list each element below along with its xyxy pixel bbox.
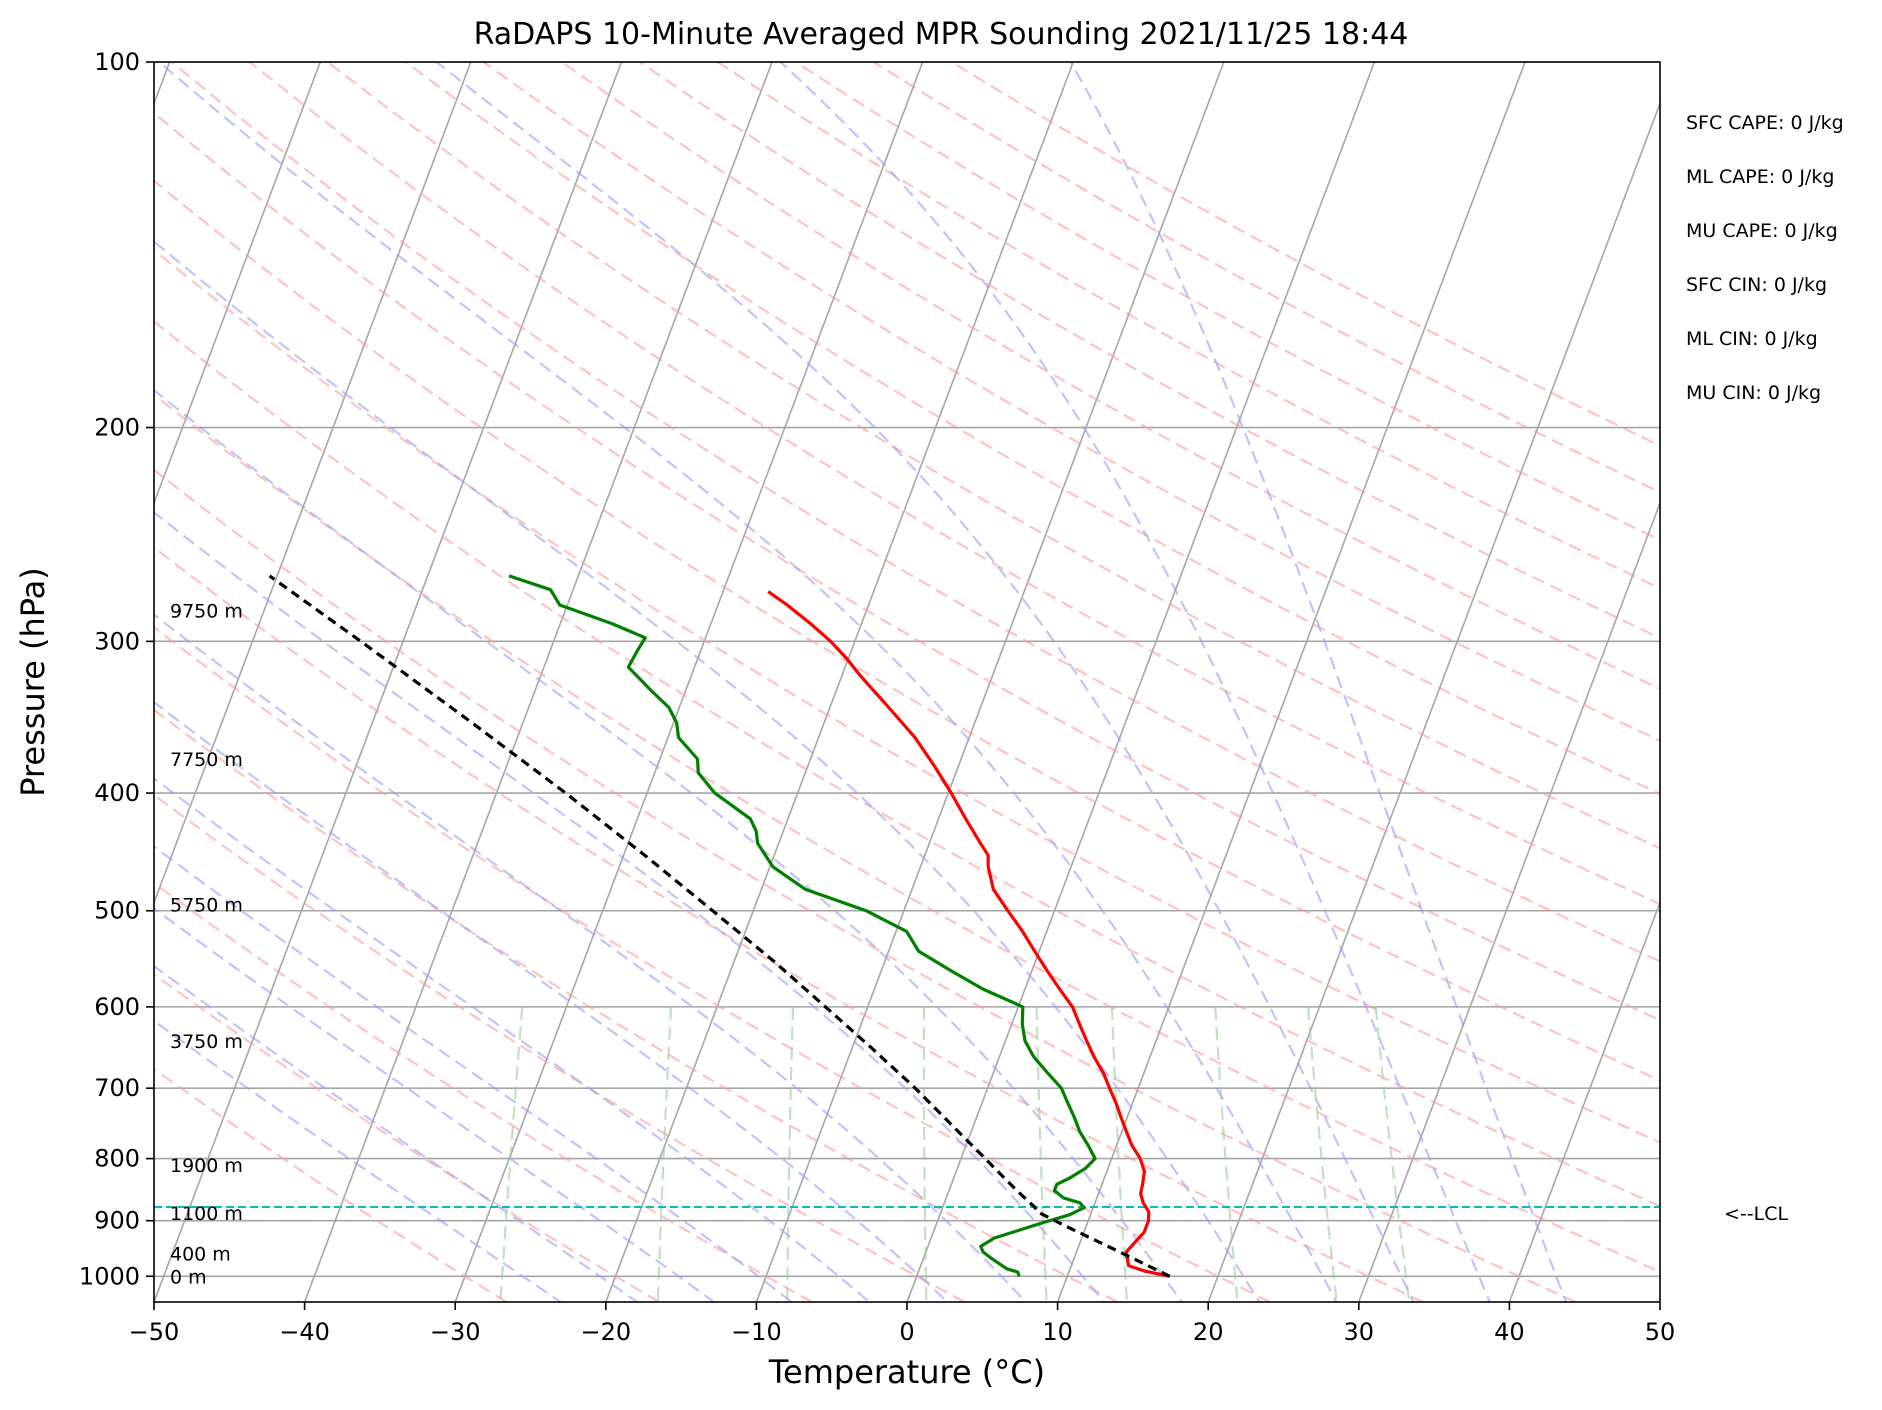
lcl-label: <--LCL [1724,1203,1788,1225]
dry-adiabat-line [154,972,660,1302]
moist-adiabat-line [154,240,1261,1302]
isotherm-line [1358,500,1660,1302]
mixing-ratio-line [1374,1006,1411,1302]
moist-adiabat-line [1069,62,1568,1302]
dry-adiabat-line [154,881,813,1302]
dry-adiabat-line [154,1067,508,1302]
chart-title: RaDAPS 10-Minute Averaged MPR Sounding 2… [474,17,1409,52]
y-tick-label: 700 [94,1074,140,1102]
moist-adiabat-line [154,964,640,1302]
dry-adiabat-line [154,248,1660,1144]
dry-adiabat-line [154,793,966,1302]
isotherm-line [605,62,1074,1302]
mixing-ratio-line [922,1006,928,1302]
isotherm-line [1508,900,1660,1302]
isotherm-line [303,62,773,1302]
axis-ticks: −50 −40 −30 −20 −10 0 10 20 30 40 50 1000 900 800 700 6… [79,48,1675,1346]
moist-adiabat-line [154,510,1106,1302]
sounding-profiles [268,574,1171,1278]
dry-adiabat-line [170,62,1660,963]
index-label: ML CAPE: 0 J/kg [1686,166,1834,188]
height-label: 0 m [170,1266,207,1288]
dewpoint-profile [508,574,1097,1277]
index-label: SFC CIN: 0 J/kg [1686,274,1827,296]
y-tick-label: 900 [94,1207,140,1235]
moist-adiabat-line [154,777,872,1302]
x-tick-label: −50 [129,1318,180,1346]
x-tick-label: 50 [1645,1318,1676,1346]
height-label: 3750 m [170,1031,243,1053]
moist-adiabat-line [154,906,716,1302]
height-label: 400 m [170,1244,231,1266]
moist-adiabat-line [154,845,794,1302]
isotherm-line [154,62,321,506]
mixing-ratio-line [499,1006,524,1302]
moist-adiabat-line [779,62,1492,1302]
y-tick-label: 1000 [79,1262,140,1290]
index-label: MU CIN: 0 J/kg [1686,382,1821,404]
isotherm-line [454,62,924,1302]
y-tick-label: 600 [94,993,140,1021]
mixing-ratio-line [1306,1006,1338,1302]
isotherm-line [154,62,623,1302]
mixing-ratio-line [1214,1006,1239,1302]
index-label: ML CIN: 0 J/kg [1686,328,1818,350]
moist-adiabat-line [158,62,1338,1302]
x-tick-label: 30 [1344,1318,1375,1346]
dry-adiabat-line [154,708,1118,1302]
dry-adiabat-line [154,111,1660,1022]
mixing-ratio-line [786,1006,795,1302]
height-label: 5750 m [170,894,243,916]
x-tick-label: 20 [1193,1318,1224,1346]
index-label: SFC CAPE: 0 J/kg [1686,112,1844,134]
y-tick-label: 100 [94,48,140,76]
dry-adiabat-line [482,62,1660,742]
x-axis-label: Temperature (°C) [768,1353,1045,1391]
moist-adiabat-line [154,700,950,1302]
height-label: 9750 m [170,601,243,623]
y-tick-label: 400 [94,779,140,807]
isotherm-line [1207,101,1660,1302]
temperature-profile [767,590,1171,1278]
isotherm-line [1056,62,1526,1302]
dry-adiabat-line [716,62,1660,590]
reference-lines [154,62,1660,1302]
x-tick-label: −20 [580,1318,631,1346]
y-tick-label: 200 [94,414,140,442]
mixing-ratio-line [656,1006,673,1302]
x-tick-label: −10 [731,1318,782,1346]
height-label: 7750 m [170,749,243,771]
y-axis-label: Pressure (hPa) [14,567,52,797]
mixing-ratio-line [1035,1006,1048,1302]
isotherm-line [154,62,472,905]
x-tick-label: 0 [899,1318,914,1346]
y-tick-label: 800 [94,1145,140,1173]
index-label: MU CAPE: 0 J/kg [1686,220,1838,242]
dry-adiabat-line [154,626,1271,1302]
dry-adiabat-line [154,546,1424,1302]
height-label: 1100 m [170,1203,243,1225]
dry-adiabat-line [154,468,1577,1302]
parcel-profile [268,574,1171,1278]
dry-adiabat-line [154,320,1660,1208]
mixing-ratio-line [1110,1006,1129,1302]
x-tick-label: −40 [279,1318,330,1346]
x-tick-label: 40 [1494,1318,1525,1346]
x-tick-label: −30 [430,1318,481,1346]
dry-adiabat-line [638,62,1660,640]
x-tick-label: 10 [1042,1318,1073,1346]
height-label: 1900 m [170,1155,243,1177]
dry-adiabat-line [404,62,1660,796]
isotherm-line [906,62,1376,1302]
y-tick-label: 300 [94,627,140,655]
y-tick-label: 500 [94,897,140,925]
